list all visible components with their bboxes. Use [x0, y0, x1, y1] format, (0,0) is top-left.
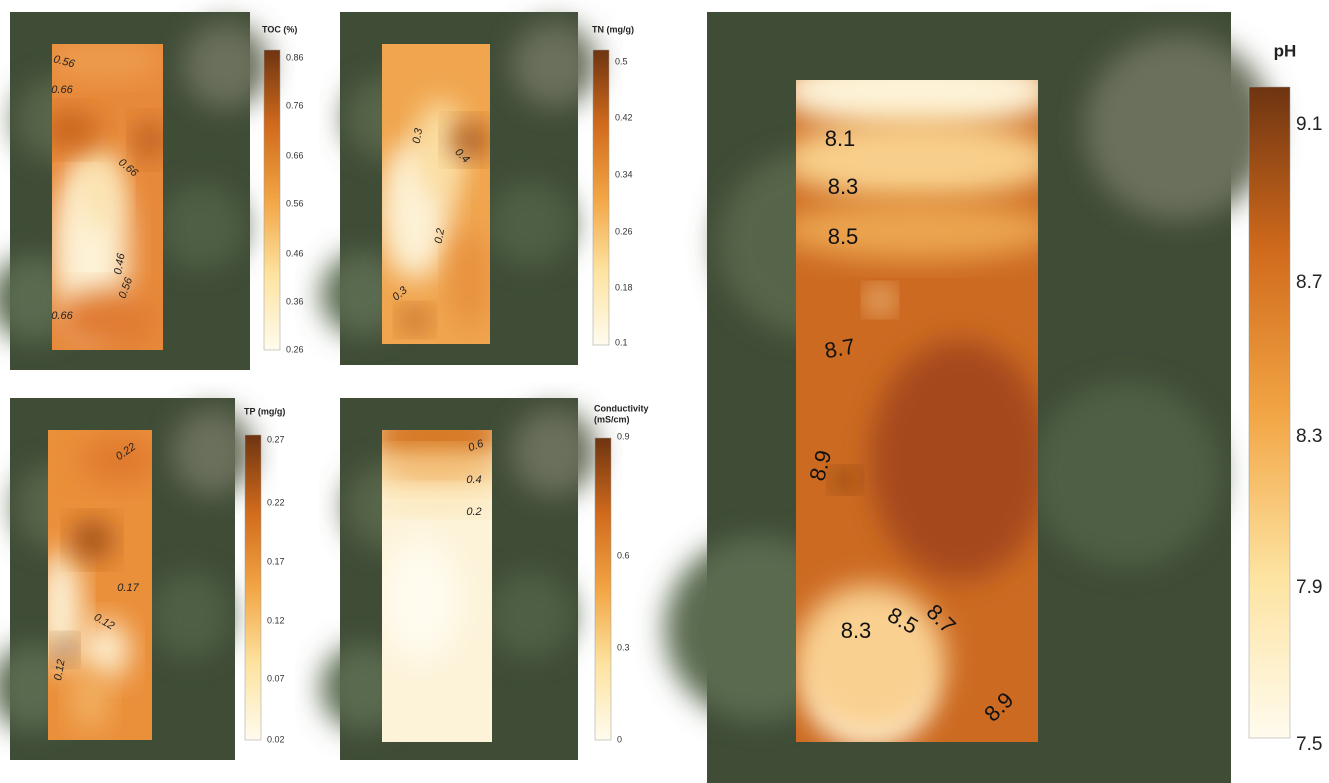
colorbar — [1249, 87, 1290, 738]
terrain-patch — [488, 572, 574, 659]
colorbar-tick-label: 0.36 — [286, 296, 304, 306]
colorbar-title: TOC (%) — [262, 24, 297, 34]
colorbar-tick-label: 0.17 — [267, 556, 285, 566]
contour-label: 8.3 — [828, 174, 859, 199]
colorbar-tick-label: 7.9 — [1296, 577, 1322, 598]
raster-blob — [78, 150, 122, 230]
terrain-patch — [1032, 382, 1221, 567]
colorbar-tick-label: 8.7 — [1296, 272, 1322, 293]
terrain-patch — [159, 184, 245, 270]
raster-blob — [795, 585, 945, 735]
contour-label: 8.3 — [841, 618, 872, 643]
terrain-patch — [1084, 35, 1273, 220]
colorbar-tick-label: 0.07 — [267, 673, 285, 683]
raster-blob — [380, 540, 460, 660]
interpolation-raster — [38, 430, 160, 740]
colorbar — [593, 50, 609, 345]
colorbar-tick-label: 0.22 — [267, 497, 285, 507]
raster-blob — [868, 288, 892, 312]
contour-label: 0.4 — [466, 474, 481, 486]
colorbar-tick-label: 0.26 — [615, 226, 633, 236]
colorbar-tick-label: 7.5 — [1296, 734, 1322, 755]
colorbar-tick-label: 9.1 — [1296, 114, 1322, 135]
raster-blob — [70, 670, 110, 730]
contour-label: 0.2 — [466, 506, 481, 518]
colorbar-tick-label: 8.3 — [1296, 426, 1322, 447]
colorbar-tick-label: 0.02 — [267, 734, 285, 744]
interpolation-raster — [367, 400, 507, 742]
colorbar-tick-label: 0.27 — [267, 434, 285, 444]
colorbar — [595, 438, 611, 740]
contour-label: 0.17 — [117, 582, 139, 594]
raster-blob — [777, 120, 1057, 200]
colorbar-tick-label: 0.6 — [617, 550, 630, 560]
raster-blob — [367, 452, 507, 488]
colorbar-tick-label: 0.26 — [286, 344, 304, 354]
terrain-patch — [183, 23, 269, 109]
colorbar-title: TP (mg/g) — [244, 406, 285, 416]
colorbar-tick-label: 0 — [617, 734, 622, 744]
terrain-patch — [150, 572, 231, 659]
terrain-patch — [172, 409, 253, 496]
colorbar — [264, 50, 280, 350]
terrain-patch — [511, 23, 597, 108]
colorbar-tick-label: 0.3 — [617, 642, 630, 652]
colorbar-title: Conductivity — [594, 403, 649, 413]
colorbar-tick-label: 0.46 — [286, 248, 304, 258]
colorbar — [245, 435, 261, 740]
raster-blob — [777, 200, 1057, 260]
raster-blob — [55, 638, 75, 662]
colorbar-tick-label: 0.34 — [615, 169, 633, 179]
raster-blob — [72, 520, 112, 560]
colorbar-title: (mS/cm) — [594, 414, 630, 424]
raster-blob — [833, 470, 857, 490]
contour-label: 0.66 — [51, 310, 73, 322]
raster-blob — [401, 308, 429, 332]
contour-label: 8.1 — [825, 126, 856, 151]
raster-blob — [367, 488, 507, 512]
colorbar-tick-label: 0.86 — [286, 52, 304, 62]
interpolation-raster — [777, 50, 1057, 745]
colorbar-title: TN (mg/g) — [592, 24, 634, 34]
terrain-patch — [511, 409, 597, 496]
contour-label: 8.7 — [822, 333, 856, 363]
colorbar-tick-label: 0.9 — [617, 431, 630, 441]
colorbar-tick-label: 0.5 — [615, 56, 628, 66]
colorbar-tick-label: 0.56 — [286, 198, 304, 208]
terrain-patch — [488, 181, 574, 266]
colorbar-tick-label: 0.1 — [615, 337, 628, 347]
colorbar-title: pH — [1274, 41, 1297, 60]
colorbar-tick-label: 0.12 — [267, 615, 285, 625]
contour-label: 8.5 — [828, 224, 859, 249]
raster-blob — [450, 230, 490, 330]
colorbar-tick-label: 0.42 — [615, 112, 633, 122]
raster-blob — [870, 340, 1050, 580]
contour-label: 0.66 — [51, 84, 73, 96]
colorbar-tick-label: 0.76 — [286, 100, 304, 110]
raster-blob — [135, 120, 165, 160]
figure: TOC (%)0.860.760.660.560.460.360.260.560… — [0, 0, 1329, 783]
colorbar-tick-label: 0.66 — [286, 150, 304, 160]
colorbar-tick-label: 0.18 — [615, 282, 633, 292]
